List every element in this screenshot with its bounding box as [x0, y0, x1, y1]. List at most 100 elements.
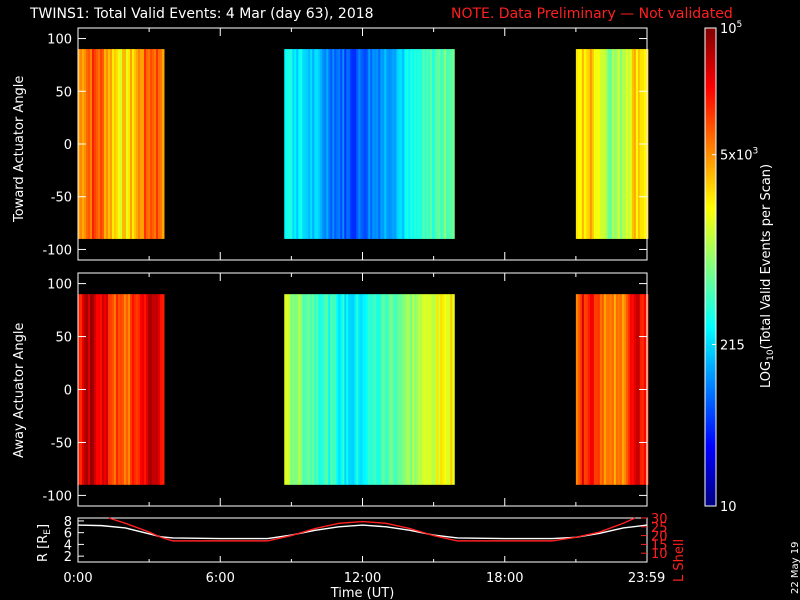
colorbar-strip — [705, 415, 716, 417]
heatmap-column — [436, 294, 439, 485]
colorbar-strip — [705, 471, 716, 473]
heatmap-column — [625, 294, 629, 485]
heatmap-column — [601, 49, 605, 239]
heatmap-column — [420, 49, 423, 239]
heatmap-column — [412, 294, 415, 485]
heatmap-column — [619, 49, 623, 239]
colorbar-strip — [705, 249, 716, 251]
colorbar-strip — [705, 227, 716, 229]
heatmap-column — [126, 49, 129, 239]
colorbar-strip — [705, 208, 716, 210]
colorbar-strip — [705, 330, 716, 332]
heatmap-column — [96, 49, 99, 239]
colorbar-strip — [705, 99, 716, 101]
colorbar-strip — [705, 315, 716, 317]
colorbar-strip — [705, 59, 716, 61]
colorbar-strip — [705, 235, 716, 237]
colorbar-strip — [705, 347, 716, 349]
colorbar-strip — [705, 252, 716, 254]
heatmap-column — [136, 294, 139, 485]
colorbar-strip — [705, 432, 716, 434]
colorbar-strip — [705, 98, 716, 100]
colorbar-strip — [705, 134, 716, 136]
orbit-ytick-label: 8 — [64, 515, 72, 530]
colorbar-strip — [705, 297, 716, 299]
heatmap-column — [424, 294, 427, 485]
heatmap-column — [376, 49, 379, 239]
colorbar-strip — [705, 271, 716, 273]
colorbar-strip — [705, 387, 716, 389]
heatmap-column — [633, 49, 637, 239]
heatmap-column — [132, 294, 135, 485]
colorbar-strip — [705, 350, 716, 352]
colorbar-strip — [705, 30, 716, 32]
colorbar-strip — [705, 438, 716, 440]
colorbar-strip — [705, 116, 716, 118]
colorbar-strip — [705, 187, 716, 189]
colorbar-strip — [705, 39, 716, 41]
colorbar-strip — [705, 124, 716, 126]
heatmap-column — [114, 49, 117, 239]
xtick-label: 18:00 — [486, 571, 523, 586]
colorbar-strip — [705, 336, 716, 338]
colorbar-tick-label: 215 — [720, 338, 745, 353]
heatmap-column — [134, 49, 137, 239]
heatmap-column — [338, 294, 341, 485]
colorbar-strip — [705, 435, 716, 437]
heatmap-column — [316, 294, 319, 485]
heatmap-column — [332, 49, 335, 239]
heatmap-column — [106, 49, 109, 239]
away-panel-segment-2 — [575, 294, 649, 485]
heatmap-column — [605, 294, 609, 485]
colorbar-tick-label: 105 — [720, 20, 742, 37]
colorbar-strip — [705, 279, 716, 281]
colorbar-strip — [705, 60, 716, 62]
colorbar-strip — [705, 411, 716, 413]
colorbar-strip — [705, 162, 716, 164]
heatmap-column — [290, 294, 293, 485]
heatmap-column — [160, 49, 163, 239]
colorbar-strip — [705, 28, 716, 30]
colorbar-strip — [705, 143, 716, 145]
heatmap-column — [290, 49, 293, 239]
heatmap-column — [448, 294, 451, 485]
heatmap-column — [304, 49, 307, 239]
colorbar-strip — [705, 95, 716, 97]
colorbar-strip — [705, 42, 716, 44]
colorbar-strip — [705, 119, 716, 121]
heatmap-column — [330, 294, 333, 485]
colorbar-strip — [705, 91, 716, 93]
heatmap-column — [346, 294, 349, 485]
colorbar-strip — [705, 501, 716, 503]
heatmap-column — [583, 294, 587, 485]
colorbar-strip — [705, 334, 716, 336]
colorbar-strip — [705, 260, 716, 262]
colorbar-strip — [705, 282, 716, 284]
colorbar-strip — [705, 320, 716, 322]
colorbar-strip — [705, 256, 716, 258]
heatmap-column — [450, 49, 453, 239]
heatmap-column — [138, 294, 141, 485]
heatmap-column — [100, 294, 103, 485]
colorbar-strip — [705, 125, 716, 127]
colorbar-strip — [705, 29, 716, 31]
colorbar-strip — [705, 197, 716, 199]
colorbar-strip — [705, 82, 716, 84]
colorbar-strip — [705, 168, 716, 170]
colorbar-strip — [705, 327, 716, 329]
heatmap-column — [609, 49, 613, 239]
heatmap-column — [118, 49, 121, 239]
heatmap-column — [434, 294, 437, 485]
colorbar-strip — [705, 110, 716, 112]
colorbar-strip — [705, 470, 716, 472]
heatmap-column — [158, 294, 161, 485]
heatmap-column — [144, 294, 147, 485]
heatmap-column — [400, 294, 403, 485]
heatmap-column — [625, 49, 629, 239]
colorbar-strip — [705, 348, 716, 350]
colorbar-strip — [705, 496, 716, 498]
colorbar-strip — [705, 186, 716, 188]
colorbar-strip — [705, 97, 716, 99]
colorbar-strip — [705, 480, 716, 482]
colorbar-strip — [705, 270, 716, 272]
